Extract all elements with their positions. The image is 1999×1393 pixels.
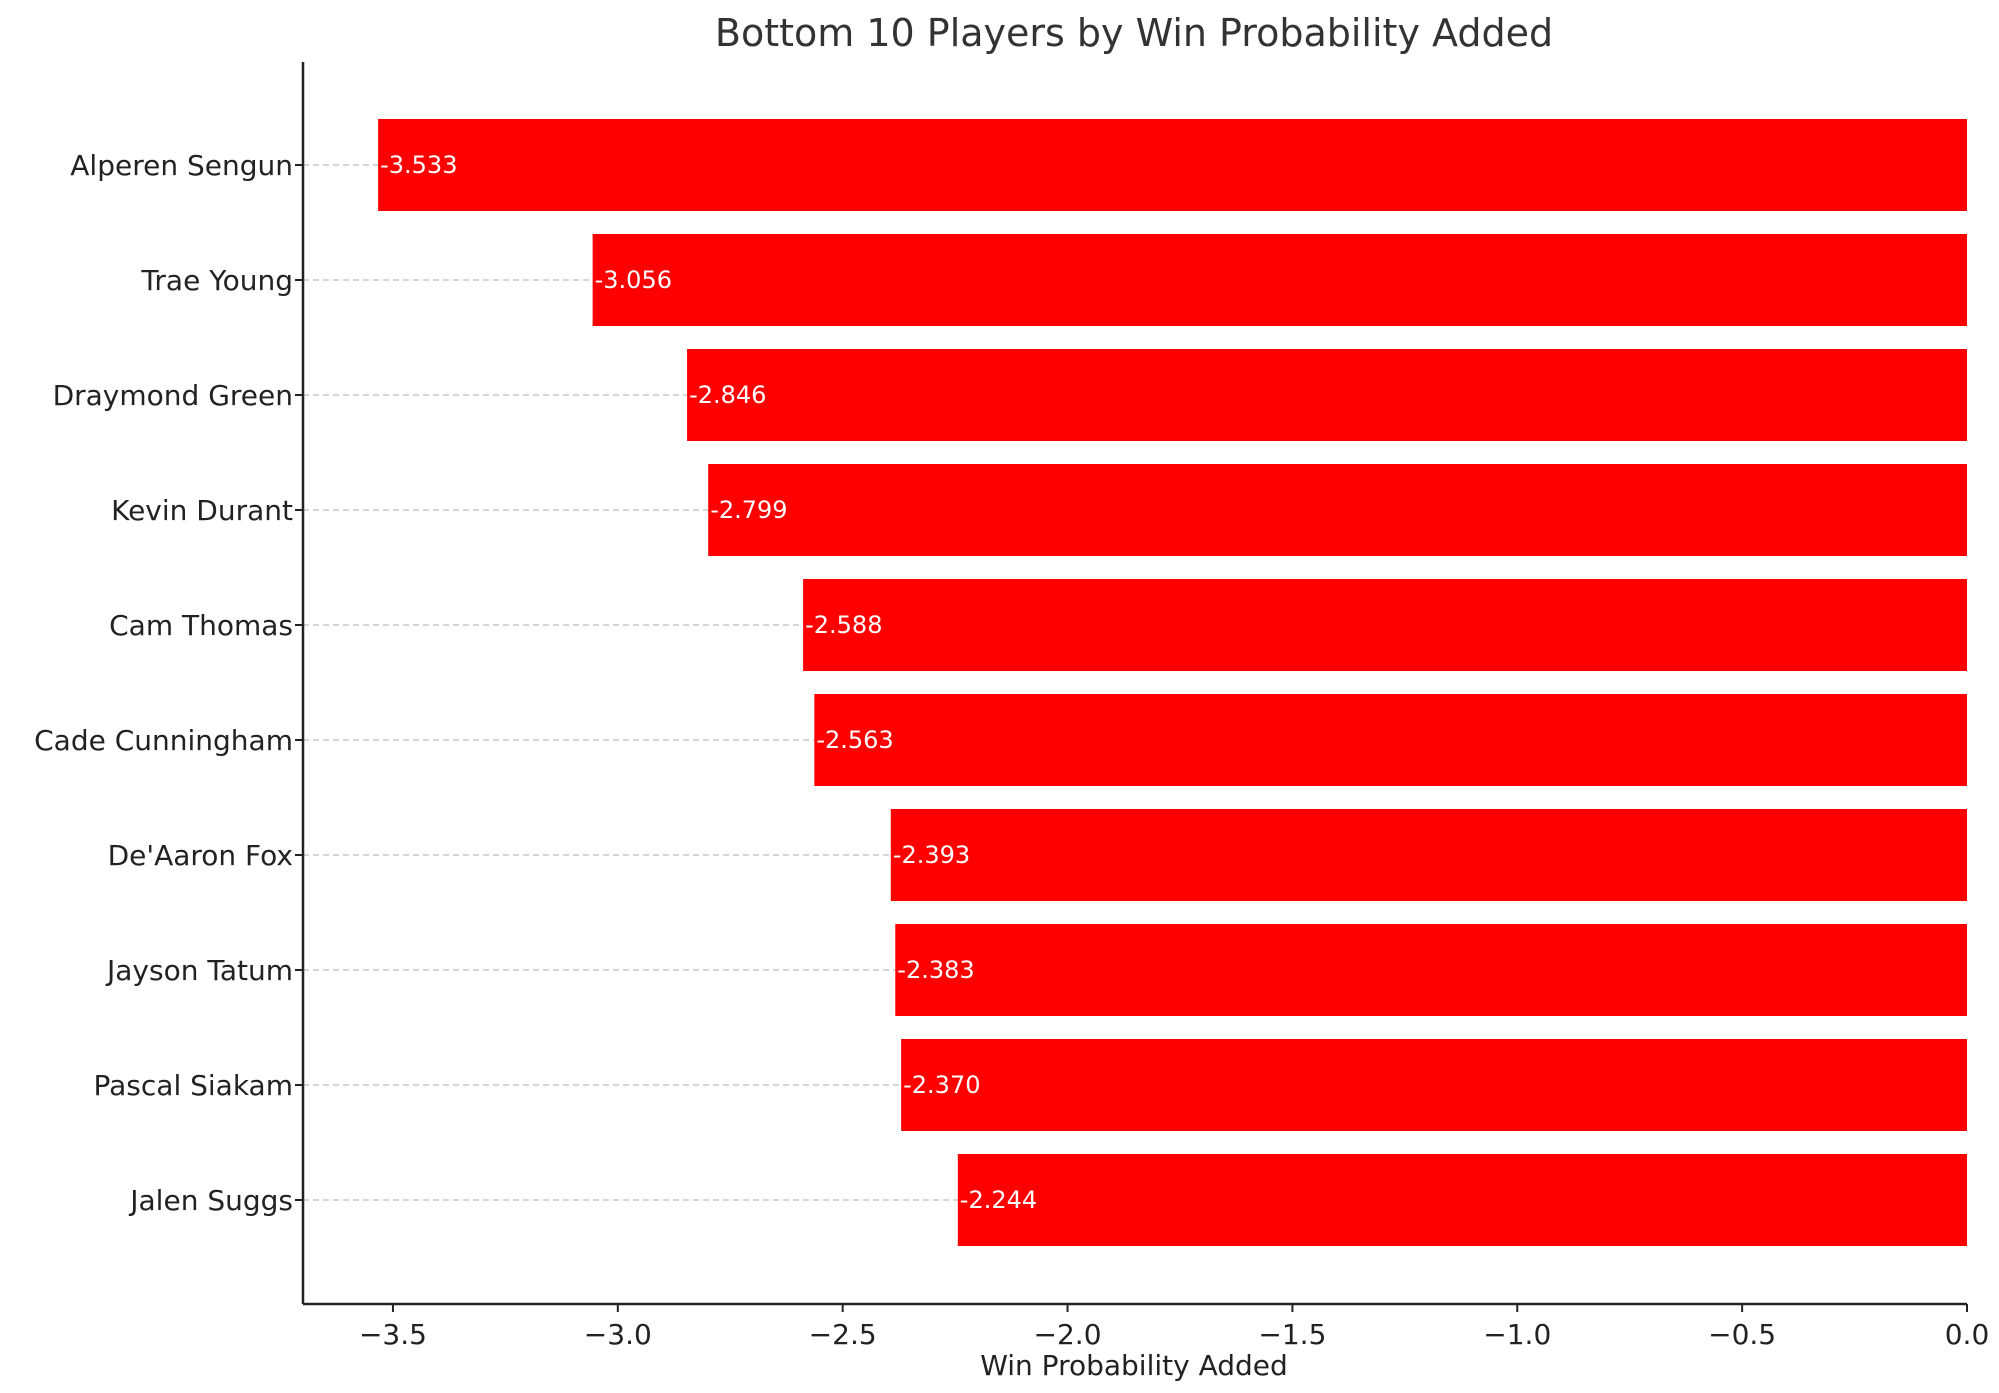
- x-axis-label: Win Probability Added: [980, 1349, 1288, 1382]
- bars: [378, 119, 1967, 1246]
- x-tick-label: 0.0: [1945, 1318, 1990, 1351]
- y-tick-label: Alperen Sengun: [70, 149, 293, 182]
- x-tick-label: −0.5: [1708, 1318, 1776, 1351]
- y-tick-label: De'Aaron Fox: [108, 839, 293, 872]
- y-tick-label: Jayson Tatum: [105, 954, 293, 987]
- x-tick-label: −3.0: [584, 1318, 652, 1351]
- y-tick-label: Jalen Suggs: [128, 1184, 293, 1217]
- bar: [814, 694, 1967, 786]
- data-label: -2.588: [805, 611, 882, 639]
- data-label: -2.563: [816, 726, 893, 754]
- y-tick-label: Kevin Durant: [111, 494, 293, 527]
- data-label: -2.383: [897, 956, 974, 984]
- bar: [890, 809, 1967, 901]
- axes: Alperen Sengun Trae Young Draymond Green Ke…: [34, 62, 1989, 1351]
- bar: [708, 464, 1967, 556]
- bar: [803, 579, 1967, 671]
- x-tick-label: −2.5: [809, 1318, 877, 1351]
- data-label: -3.056: [595, 266, 672, 294]
- x-tick-label: −3.5: [359, 1318, 427, 1351]
- bar: [957, 1154, 1967, 1246]
- x-tick-label: −1.0: [1483, 1318, 1551, 1351]
- y-tick-label: Cam Thomas: [109, 609, 293, 642]
- chart-title: Bottom 10 Players by Win Probability Add…: [715, 11, 1553, 55]
- data-label: -2.799: [710, 496, 787, 524]
- data-label: -3.533: [380, 151, 457, 179]
- bar: [378, 119, 1967, 211]
- bar: [592, 234, 1967, 326]
- data-label: -2.393: [893, 841, 970, 869]
- y-tick-label: Cade Cunningham: [34, 724, 293, 757]
- data-label: -2.244: [960, 1186, 1037, 1214]
- x-tick-label: −2.0: [1034, 1318, 1102, 1351]
- y-tick-label: Trae Young: [140, 264, 293, 297]
- y-tick-label: Pascal Siakam: [94, 1069, 293, 1102]
- bar: [901, 1039, 1967, 1131]
- bar: [895, 924, 1967, 1016]
- bar: [687, 349, 1967, 441]
- data-label: -2.370: [903, 1071, 980, 1099]
- value-labels: -3.533 -3.056 -2.846 -2.799 -2.588 -2.563 -2.3…: [380, 151, 1037, 1214]
- x-tick-label: −1.5: [1258, 1318, 1326, 1351]
- y-tick-label: Draymond Green: [53, 379, 293, 412]
- data-label: -2.846: [689, 381, 766, 409]
